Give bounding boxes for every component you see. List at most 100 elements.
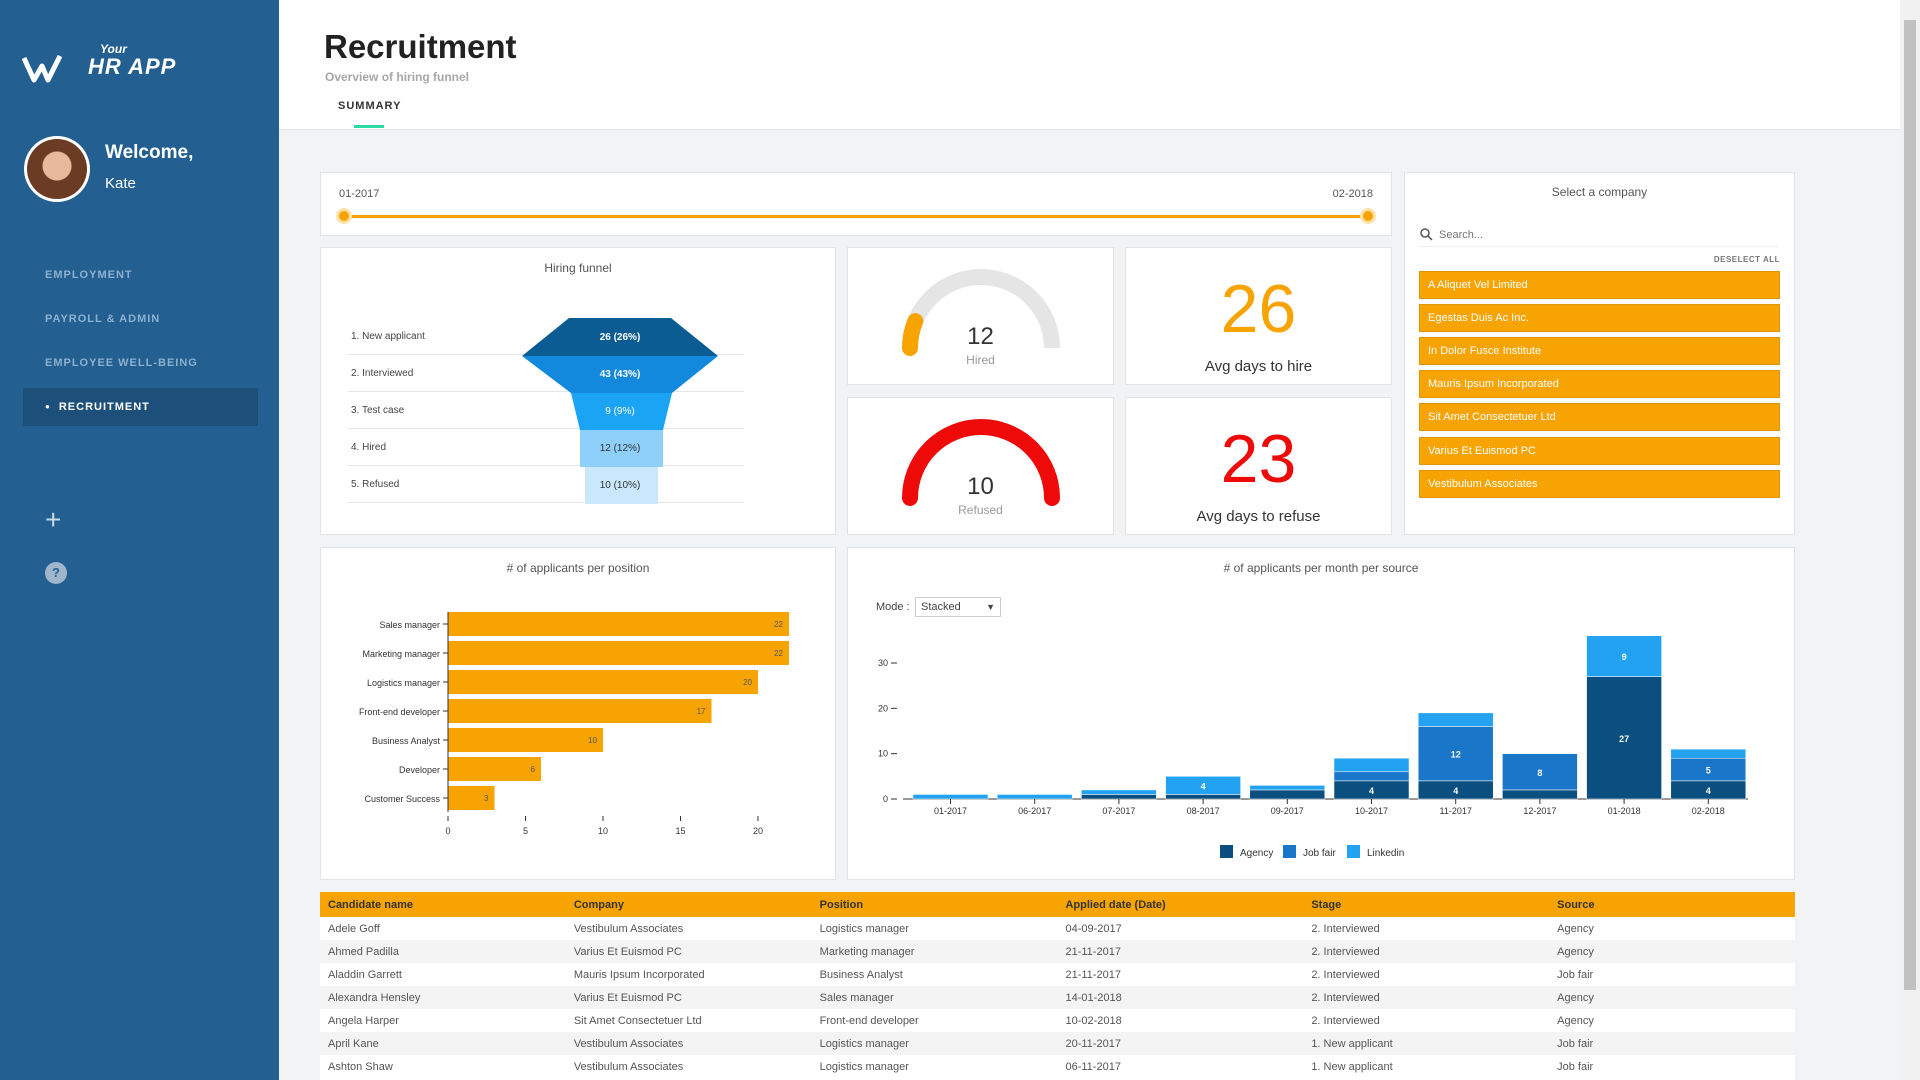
mode-select[interactable]: Stacked ▼ [915, 597, 1001, 617]
table-cell: 14-01-2018 [1057, 986, 1304, 1009]
column-header[interactable]: Candidate name [320, 892, 566, 917]
table-cell: Logistics manager [819, 1060, 909, 1073]
funnel-value: 10 (10%) [599, 480, 641, 491]
table-row[interactable]: Aladdin Garrett Mauris Ipsum Incorporated… [320, 963, 1795, 986]
funnel-stage-label: 2. Interviewed [351, 368, 414, 379]
source-bar-segment [1333, 757, 1410, 773]
tab-summary[interactable]: SUMMARY [338, 100, 402, 112]
position-bar [448, 612, 789, 636]
source-bar-value: 8 [1537, 768, 1542, 778]
funnel-row: 4. Hired [348, 429, 744, 466]
company-option[interactable]: In Dolor Fusce Institute [1419, 337, 1780, 365]
funnel-title: Hiring funnel [544, 261, 612, 275]
company-search-input[interactable] [1439, 225, 1769, 245]
position-bar-value: 10 [588, 736, 597, 745]
funnel-segment-refused [585, 467, 658, 504]
source-bar-segment [1586, 635, 1662, 677]
avg-days-refuse-label: Avg days to refuse [1196, 508, 1321, 525]
column-header[interactable]: Stage [1303, 892, 1550, 917]
company-option[interactable]: Varius Et Euismod PC [1419, 437, 1780, 465]
funnel-segment-interviewed [522, 356, 718, 393]
mode-select-value: Stacked [921, 601, 961, 613]
position-chart-card: # of applicants per position Sales manag… [320, 547, 836, 880]
plus-icon[interactable]: + [45, 504, 62, 535]
company-option[interactable]: Mauris Ipsum Incorporated [1419, 370, 1780, 398]
source-x-tick-label: 07-2017 [1102, 806, 1135, 816]
position-bar-value: 20 [743, 678, 752, 687]
table-cell: Agency [1549, 940, 1795, 963]
app-logo[interactable]: Your HR APP [22, 42, 202, 92]
column-header[interactable]: Source [1549, 892, 1795, 917]
source-bar-segment [1670, 748, 1747, 759]
help-icon[interactable]: ? [45, 562, 67, 584]
company-option[interactable]: A Aliquet Vel Limited [1419, 271, 1780, 299]
source-y-tick-label: 10 [878, 749, 888, 759]
date-range-slider: 01-2017 02-2018 [320, 172, 1392, 236]
funnel-chart [522, 318, 718, 504]
company-option[interactable]: Vestibulum Associates [1419, 470, 1780, 498]
position-bar-value: 17 [697, 707, 706, 716]
table-cell: 21-11-2017 [1065, 968, 1121, 981]
table-cell: 21-11-2017 [1057, 940, 1304, 963]
funnel-row: 5. Refused [348, 466, 744, 503]
table-cell: Front-end developer [819, 1014, 919, 1027]
hired-gauge-fill [902, 313, 924, 356]
avg-days-refuse-value: 23 [1220, 421, 1297, 497]
table-row[interactable]: Ahmed Padilla Varius Et Euismod PC Marketi… [320, 940, 1795, 963]
scrollbar-thumb[interactable] [1904, 20, 1916, 990]
table-header-row: Candidate name Company Position Applied dat… [320, 892, 1795, 917]
sidebar-item-payroll[interactable]: PAYROLL & ADMIN [45, 313, 161, 325]
source-x-tick-label: 06-2017 [1018, 806, 1051, 816]
table-cell: Logistics manager [811, 1032, 1058, 1055]
slider-handle-start[interactable] [336, 208, 352, 224]
table-row[interactable]: Adele Goff Vestibulum Associates Logistics… [320, 917, 1795, 940]
page-header: Recruitment Overview of hiring funnel SU… [279, 0, 1900, 130]
source-bar-value: 4 [1453, 786, 1458, 796]
legend-swatch [1347, 845, 1360, 858]
source-chart-title: # of applicants per month per source [1223, 561, 1419, 575]
position-x-tick-label: 5 [523, 826, 528, 836]
position-chart-title: # of applicants per position [506, 561, 650, 575]
table-cell: April Kane [320, 1032, 566, 1055]
company-filter-card: Select a company DESELECT ALL A Aliquet … [1404, 172, 1795, 535]
deselect-all-button[interactable]: DESELECT ALL [1713, 255, 1780, 264]
column-header[interactable]: Applied date (Date) [1057, 892, 1304, 917]
table-row[interactable]: Angela Harper Sit Amet Consectetuer Ltd Fr… [320, 1009, 1795, 1032]
table-cell: Job fair [1549, 1032, 1795, 1055]
table-cell: 20-11-2017 [1057, 1032, 1304, 1055]
source-bar-segment [1081, 789, 1157, 795]
sidebar-item-wellbeing[interactable]: EMPLOYEE WELL-BEING [45, 357, 198, 369]
table-cell: Job fair [1557, 968, 1594, 981]
column-header[interactable]: Position [811, 892, 1058, 917]
funnel-stage-label: 3. Test case [351, 405, 405, 416]
slider-handle-end[interactable] [1360, 208, 1376, 224]
table-cell: Agency [1557, 1014, 1594, 1027]
position-bar [448, 786, 495, 810]
avatar[interactable] [24, 136, 90, 202]
table-row[interactable]: Alexandra Hensley Varius Et Euismod PC Sal… [320, 986, 1795, 1009]
sidebar-item-employment[interactable]: EMPLOYMENT [45, 269, 133, 281]
table-row[interactable]: Ashton Shaw Vestibulum Associates Logistic… [320, 1055, 1795, 1078]
table-cell: Vestibulum Associates [573, 922, 684, 935]
legend-label: Job fair [1303, 848, 1336, 859]
sidebar-item-recruitment[interactable]: RECRUITMENT [23, 388, 258, 426]
company-option[interactable]: Egestas Duis Ac Inc. [1419, 304, 1780, 332]
column-header[interactable]: Company [565, 892, 812, 917]
source-bar-value: 9 [1622, 652, 1627, 662]
sidebar-nav: EMPLOYMENT PAYROLL & ADMIN EMPLOYEE WELL… [23, 256, 258, 432]
source-bar-value: 27 [1619, 734, 1629, 744]
position-tick-label: Logistics manager [367, 678, 440, 688]
source-y-tick-label: 30 [878, 658, 888, 668]
position-bar [448, 757, 541, 781]
position-tick-label: Business Analyst [372, 736, 441, 746]
table-cell: 2. Interviewed [1311, 922, 1380, 935]
page-scrollbar[interactable] [1900, 0, 1920, 1080]
slider-track[interactable] [343, 215, 1369, 218]
table-row[interactable]: April Kane Vestibulum Associates Logistics… [320, 1032, 1795, 1055]
slider-end-label: 02-2018 [1332, 188, 1373, 200]
company-option[interactable]: Sit Amet Consectetuer Ltd [1419, 403, 1780, 431]
source-bar-segment [1417, 726, 1494, 782]
refused-label: Refused [958, 503, 1003, 517]
funnel-stage-label: 4. Hired [351, 442, 387, 453]
avg-days-hire-value: 26 [1220, 271, 1297, 347]
